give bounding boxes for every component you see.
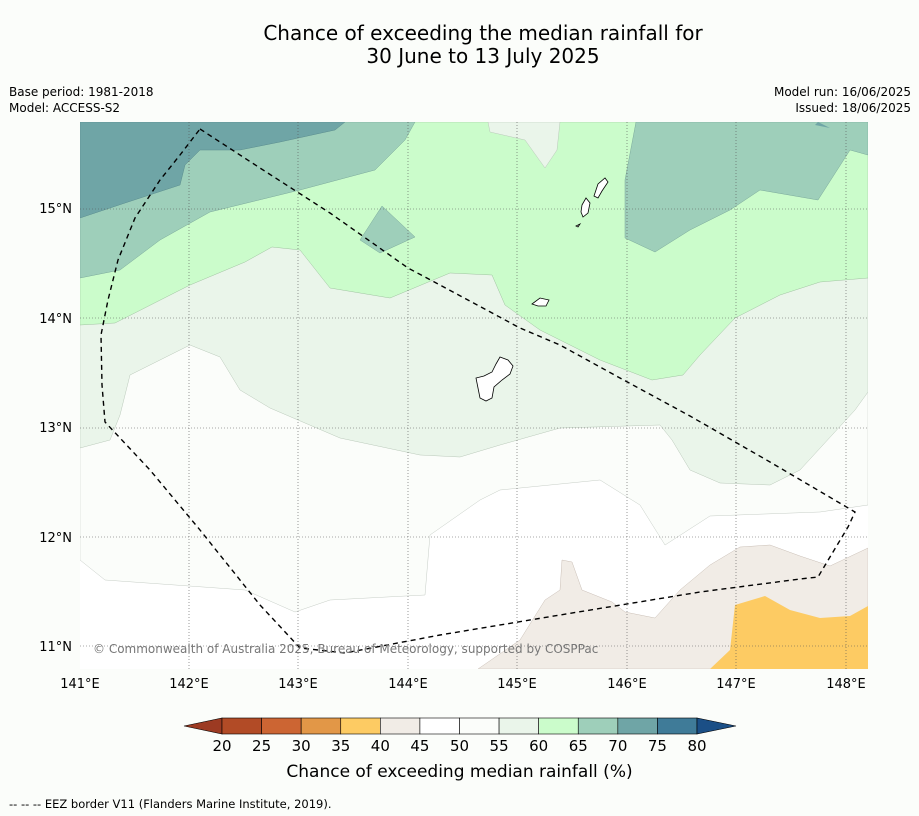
lat-label-11: 11°N [39,640,72,655]
lon-label-147: 147°E [716,677,756,692]
colorbar-title: Chance of exceeding median rainfall (%) [286,762,633,782]
colorbar-tick-label: 60 [529,737,548,755]
title-line-2: 30 June to 13 July 2025 [366,44,600,68]
model-run: Model run: 16/06/2025 [773,85,911,99]
map-area: © Commonwealth of Australia 2025, Bureau… [80,122,868,669]
meta-left: Base period: 1981-2018 Model: ACCESS-S2 [9,84,154,116]
lon-axis: 141°E 142°E 143°E 144°E 145°E 146°E 147°… [60,677,866,692]
colorbar-tick-label: 25 [252,737,271,755]
colorbar-segment [300,717,342,735]
islands [475,177,609,402]
lat-label-13: 13°N [39,421,72,436]
graticule [80,122,868,669]
region-65-70-b [359,205,416,254]
colorbar-segment [538,717,579,735]
region-70-75 [80,122,346,219]
colorbar-tick-label: 45 [410,737,429,755]
colorbar-tick-label: 80 [687,737,706,755]
lat-label-12: 12°N [39,531,72,546]
base-period: Base period: 1981-2018 [9,85,154,99]
colorbar: 20 25 30 35 40 45 50 55 60 65 70 75 80 [183,717,737,755]
lon-label-148: 148°E [826,677,866,692]
colorbar-tick-label: 30 [292,737,311,755]
lat-label-15: 15°N [39,202,72,217]
region-35-40 [710,596,868,669]
region-55-60-small [487,122,561,169]
colorbar-segment [459,717,500,735]
colorbar-tick-label: 75 [648,737,667,755]
lat-axis: 15°N 14°N 13°N 12°N 11°N [39,202,72,655]
colorbar-segment [657,717,698,735]
lon-label-142: 142°E [169,677,209,692]
colorbar-tick-label: 20 [212,737,231,755]
footnote: -- -- -- EEZ border V11 (Flanders Marine… [9,797,332,811]
lon-label-144: 144°E [388,677,428,692]
colorbar-segment [419,717,460,735]
colorbar-segment [380,717,421,735]
lon-label-145: 145°E [497,677,537,692]
copyright-text: © Commonwealth of Australia 2025, Bureau… [93,642,598,656]
colorbar-segment [498,717,539,735]
colorbar-segment [261,717,302,735]
tinian-island [580,197,591,218]
colorbar-tick-label: 55 [490,737,509,755]
colorbar-segment [340,717,381,735]
colorbar-high-extend [696,717,737,735]
rota-island [531,297,550,307]
colorbar-tick-label: 50 [450,737,469,755]
lon-label-143: 143°E [278,677,318,692]
chart-title: Chance of exceeding the median rainfall … [0,22,919,68]
lon-label-141: 141°E [60,677,100,692]
title-line-1: Chance of exceeding the median rainfall … [263,21,703,45]
aguijan-island [575,222,582,228]
colorbar-tick-label: 65 [569,737,588,755]
saipan-island [593,177,609,199]
region-70-75-b [815,122,830,128]
meta-right: Model run: 16/06/2025 Issued: 18/06/2025 [774,84,911,116]
colorbar-tick-label: 40 [371,737,390,755]
colorbar-segment [577,717,619,735]
colorbar-segment [221,717,262,735]
colorbar-tick-label: 35 [331,737,350,755]
lon-label-146: 146°E [607,677,647,692]
colorbar-tick-label: 70 [608,737,627,755]
lat-label-14: 14°N [39,312,72,327]
issued-date: Issued: 18/06/2025 [795,101,911,115]
guam-island [475,356,514,402]
colorbar-segment [617,717,658,735]
colorbar-low-extend [183,717,223,735]
region-65-70-c [624,122,868,253]
model-name: Model: ACCESS-S2 [9,101,121,115]
